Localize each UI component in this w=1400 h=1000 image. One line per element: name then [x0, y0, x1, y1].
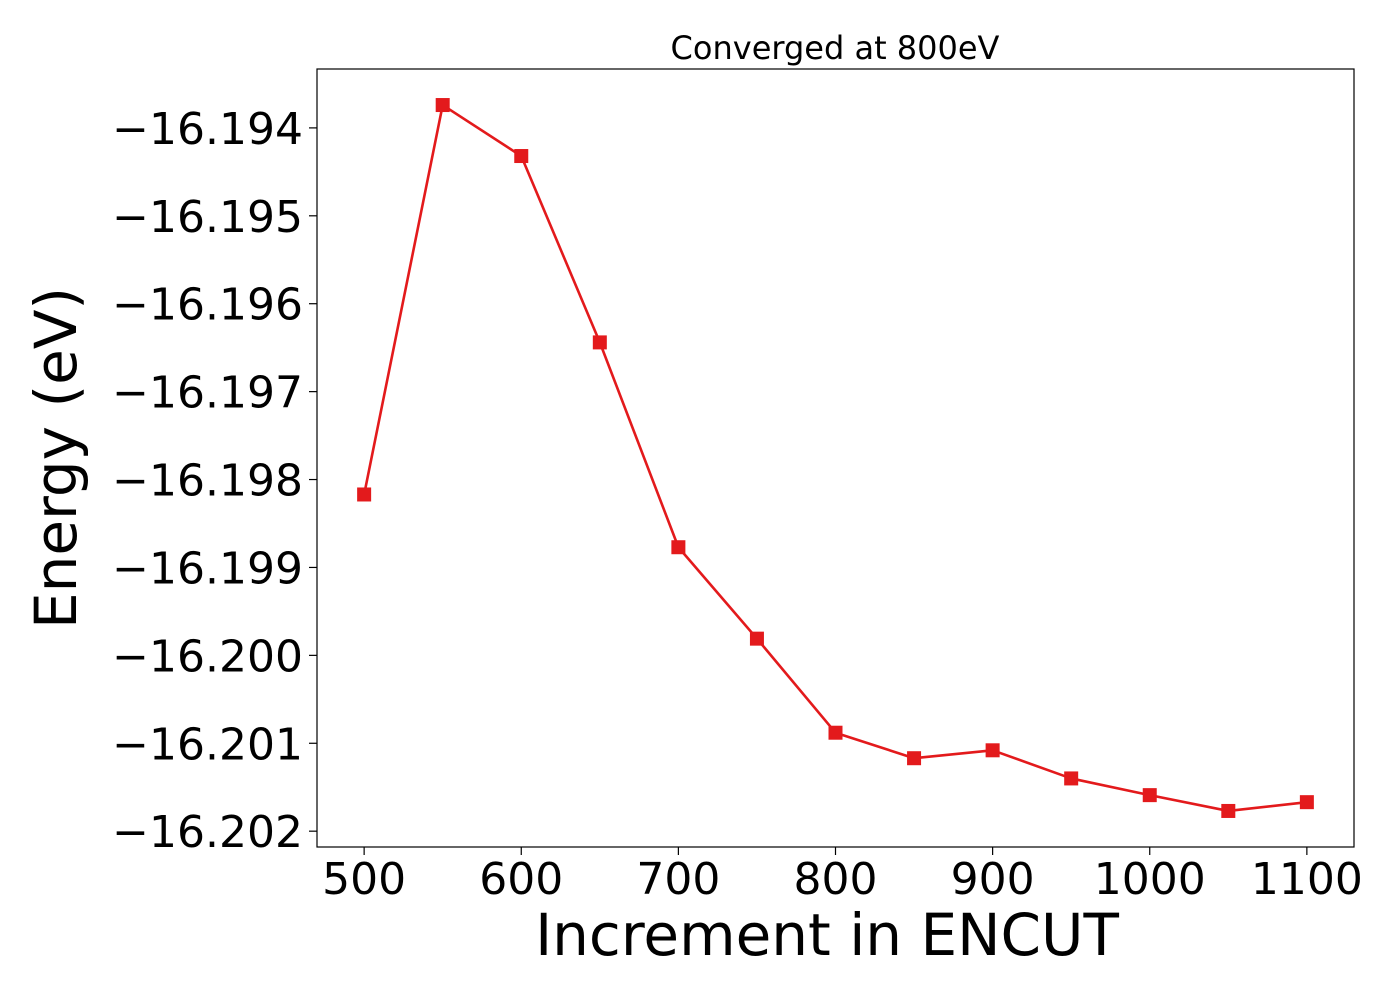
data-point-marker: [1299, 795, 1314, 810]
data-point-marker: [1142, 788, 1157, 803]
data-point-marker: [435, 98, 450, 113]
x-tick-label: 700: [636, 854, 720, 905]
chart-title: Converged at 800eV: [671, 29, 1000, 67]
y-axis: −16.194 −16.195 −16.196 −16.197 −16.198 −16.1…: [112, 104, 317, 858]
y-tick-label: −16.200: [112, 631, 303, 682]
x-tick-label: 1100: [1251, 854, 1363, 905]
x-axis-label: Increment in ENCUT: [535, 901, 1119, 969]
data-point-marker: [907, 751, 922, 766]
data-point-marker: [749, 631, 764, 646]
data-point-marker: [357, 487, 372, 502]
data-point-marker: [514, 149, 529, 164]
y-tick-label: −16.196: [112, 280, 303, 331]
x-tick-label: 800: [794, 854, 878, 905]
data-point-marker: [1064, 771, 1079, 786]
y-tick-label: −16.197: [112, 368, 303, 419]
y-tick-label: −16.195: [112, 192, 303, 243]
data-point-marker: [985, 743, 1000, 758]
x-tick-label: 500: [322, 854, 406, 905]
data-point-marker: [671, 540, 686, 555]
x-tick-label: 900: [951, 854, 1035, 905]
y-tick-label: −16.201: [112, 719, 303, 770]
y-tick-label: −16.194: [112, 104, 303, 155]
y-tick-label: −16.199: [112, 543, 303, 594]
plot-frame: [316, 68, 1355, 848]
y-tick-label: −16.202: [112, 807, 303, 858]
y-axis-label: Energy (eV): [22, 287, 90, 629]
y-tick-label: −16.198: [112, 456, 303, 507]
data-point-marker: [1221, 803, 1236, 818]
data-point-marker: [592, 335, 607, 350]
x-tick-label: 600: [479, 854, 563, 905]
x-tick-label: 1000: [1094, 854, 1206, 905]
x-axis: 500 600 700 800 900 1000 1100: [322, 847, 1363, 905]
data-series: [357, 98, 1314, 818]
data-point-marker: [828, 725, 843, 740]
